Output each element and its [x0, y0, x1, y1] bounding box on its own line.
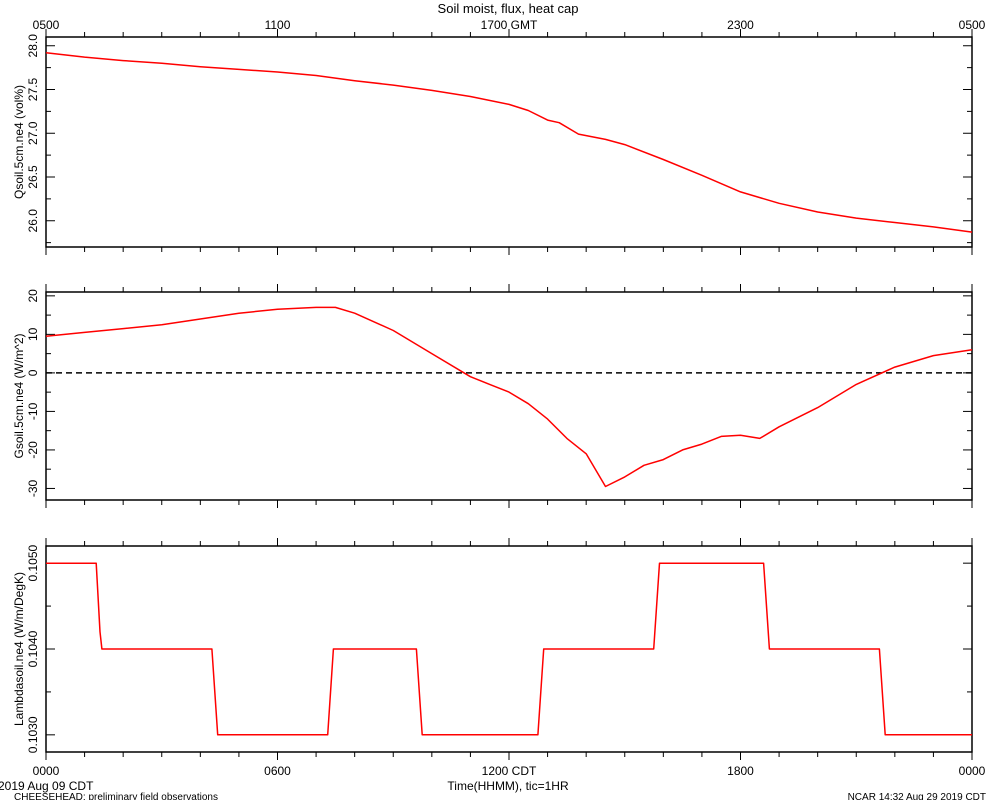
y-tick-label: 0 [26, 369, 40, 376]
y-tick-label: 10 [26, 327, 40, 341]
y-axis-label: Gsoil.5cm.ne4 (W/m^2) [12, 334, 26, 459]
y-tick-label: 20 [26, 289, 40, 303]
top-x-tick-label: 1700 GMT [481, 18, 538, 32]
y-axis-label: Qsoil.5cm.ne4 (vol%) [12, 85, 26, 199]
y-tick-label: 27.5 [26, 77, 40, 101]
bottom-x-tick-label: 1200 CDT [482, 764, 537, 778]
x-axis-label: Time(HHMM), tic=1HR [447, 779, 569, 793]
bottom-x-tick-label: 0600 [264, 764, 291, 778]
plot-frame [45, 36, 973, 248]
bottom-x-tick-label: 1800 [727, 764, 754, 778]
chart-title: Soil moist, flux, heat cap [438, 1, 579, 16]
top-x-tick-label: 1100 [265, 18, 291, 32]
series-line [45, 51, 973, 233]
y-tick-label: 0.1030 [26, 716, 40, 753]
y-tick-label: 27.0 [26, 121, 40, 145]
y-axis-label: Lambdasoil.ne4 (W/m/DegK) [12, 572, 26, 726]
y-tick-label: 0.1050 [26, 544, 40, 581]
y-tick-label: 0.1040 [26, 630, 40, 667]
bottom-x-tick-label: 0000 [959, 764, 986, 778]
y-tick-label: -30 [26, 479, 40, 497]
y-tick-label: -20 [26, 441, 40, 459]
y-tick-label: 26.5 [26, 165, 40, 189]
y-tick-label: -10 [26, 402, 40, 420]
footer-left-note: CHEESEHEAD: preliminary field observatio… [14, 792, 218, 800]
bottom-x-tick-label: 0000 [33, 764, 60, 778]
y-tick-label: 28.0 [26, 34, 40, 58]
series-line [46, 562, 972, 736]
footer-right-note: NCAR 14:32 Aug 29 2019 CDT [848, 792, 986, 800]
panel-qsoil: 26.0 26.5 27.0 27.5 28.0 Qsoil.5cm.ne4 (vol%) [12, 29, 973, 255]
y-tick-label: 26.0 [26, 209, 40, 233]
top-x-tick-label: 0500 [33, 18, 60, 32]
footer-date: 2019 Aug 09 CDT [0, 779, 94, 793]
panel-gsoil: -30 -20 -10 0 10 20 Gsoil.5cm.ne4 (W/m^2) [12, 284, 973, 508]
series-line [45, 306, 973, 488]
plot-frame [45, 291, 973, 501]
top-x-tick-label: 2300 [727, 18, 754, 32]
bottom-x-axis-labels: 0000 0600 1200 CDT 1800 0000 [33, 764, 986, 778]
top-x-axis-labels: 0500 1100 1700 GMT 2300 0500 [33, 18, 986, 32]
top-x-tick-label: 0500 [959, 18, 986, 32]
